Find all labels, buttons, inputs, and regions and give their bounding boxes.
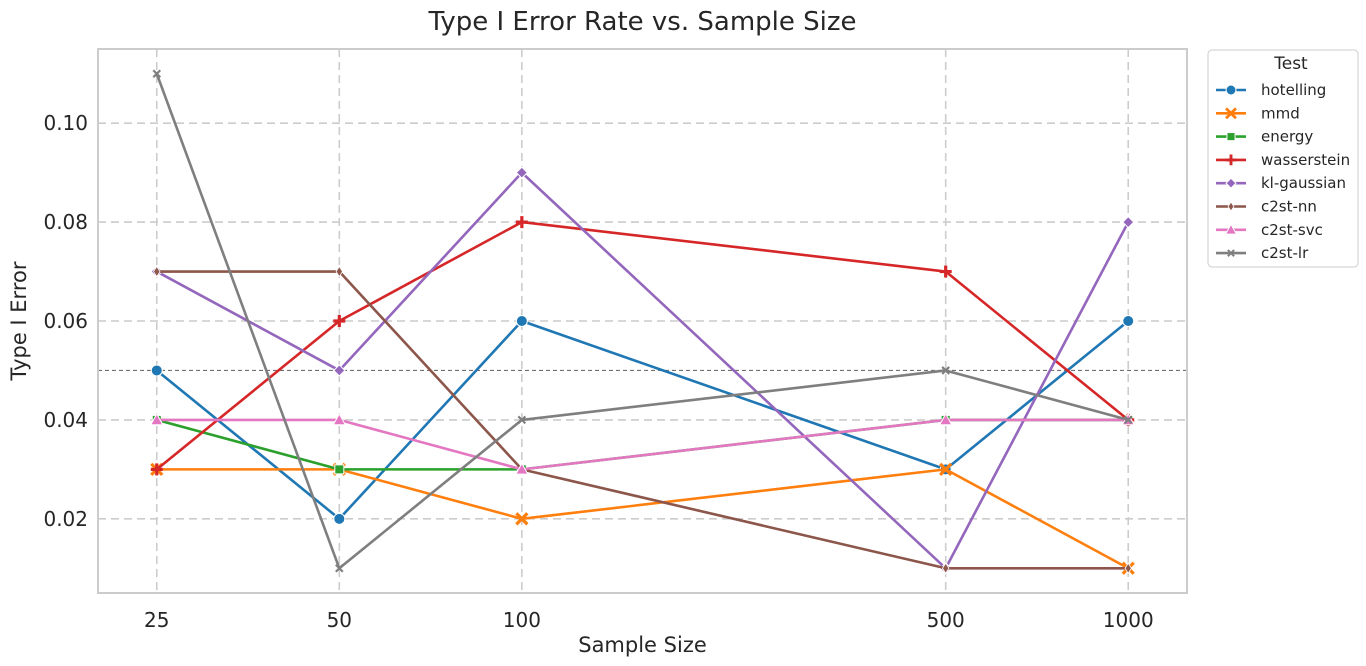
marker-x bbox=[939, 462, 953, 476]
series-energy bbox=[151, 414, 1134, 475]
x-tick-label: 1000 bbox=[1103, 608, 1154, 632]
marker-plus bbox=[1225, 154, 1237, 166]
marker-diamond bbox=[1225, 177, 1237, 189]
marker-x-small bbox=[1123, 415, 1133, 425]
x-tick-label: 100 bbox=[503, 608, 541, 632]
marker-plus bbox=[515, 216, 528, 229]
marker-triangle bbox=[514, 462, 529, 475]
marker-circle bbox=[150, 364, 163, 377]
plot-frame bbox=[97, 48, 1188, 594]
x-axis-label: Sample Size bbox=[578, 633, 707, 657]
marker-diamond bbox=[515, 166, 529, 179]
legend-items: hotelling mmd energy wasserstein kl-gaussian… bbox=[1216, 81, 1350, 262]
y-tick-label: 0.10 bbox=[43, 111, 88, 135]
marker-triangle bbox=[1224, 223, 1238, 235]
legend-item: c2st-nn bbox=[1216, 198, 1317, 216]
legend-item: energy bbox=[1216, 128, 1313, 146]
legend-item: c2st-lr bbox=[1216, 244, 1309, 262]
marker-x-small bbox=[1227, 249, 1235, 257]
legend-label: c2st-svc bbox=[1261, 221, 1323, 239]
series-line bbox=[156, 418, 1129, 471]
series-c2st-lr bbox=[152, 69, 1133, 573]
marker-circle bbox=[1122, 315, 1135, 327]
marker-thin-diamond bbox=[1227, 201, 1235, 212]
series-group bbox=[149, 69, 1136, 575]
legend-label: energy bbox=[1261, 128, 1313, 146]
series-c2st-svc bbox=[149, 412, 1136, 475]
marker-diamond bbox=[1122, 215, 1135, 229]
legend-item: wasserstein bbox=[1216, 151, 1350, 169]
marker-plus bbox=[333, 315, 346, 327]
marker-thin-diamond bbox=[335, 265, 343, 278]
marker-x bbox=[515, 512, 529, 526]
marker-plus bbox=[150, 463, 163, 476]
marker-x-small bbox=[517, 415, 527, 425]
legend-item: hotelling bbox=[1216, 81, 1326, 99]
series-kl-gaussian bbox=[150, 166, 1135, 575]
legend-box bbox=[1207, 49, 1359, 268]
y-axis-label: Type I Error bbox=[7, 261, 31, 381]
marker-thin-diamond bbox=[1124, 562, 1132, 575]
legend-label: hotelling bbox=[1261, 81, 1326, 99]
marker-square bbox=[1226, 132, 1236, 142]
x-tick-label: 500 bbox=[927, 608, 965, 632]
marker-triangle bbox=[332, 412, 347, 426]
y-tick-label: 0.04 bbox=[43, 408, 88, 432]
series-line bbox=[156, 418, 1129, 471]
legend-item: kl-gaussian bbox=[1216, 174, 1346, 192]
marker-square bbox=[334, 464, 345, 475]
y-tick-label: 0.06 bbox=[43, 309, 88, 333]
marker-x-small bbox=[335, 563, 344, 573]
marker-circle bbox=[333, 512, 346, 525]
legend-label: c2st-nn bbox=[1261, 198, 1317, 216]
marker-circle bbox=[515, 315, 528, 327]
marker-circle bbox=[1225, 84, 1237, 96]
marker-plus bbox=[939, 265, 952, 278]
marker-triangle bbox=[149, 412, 164, 426]
marker-diamond bbox=[333, 364, 346, 377]
legend-label: kl-gaussian bbox=[1261, 174, 1346, 192]
x-ticks: 25 50 100 500 1000 bbox=[144, 608, 1154, 632]
marker-thin-diamond bbox=[942, 562, 950, 575]
marker-x-small bbox=[152, 69, 162, 79]
x-tick-label: 25 bbox=[144, 608, 169, 632]
y-ticks: 0.02 0.04 0.06 0.08 0.10 bbox=[43, 111, 88, 531]
series-wasserstein bbox=[150, 216, 1135, 476]
legend-item: c2st-svc bbox=[1216, 221, 1323, 239]
marker-triangle bbox=[938, 412, 953, 426]
legend-label: wasserstein bbox=[1261, 151, 1350, 169]
chart-title: Type I Error Rate vs. Sample Size bbox=[427, 7, 856, 37]
y-tick-label: 0.02 bbox=[43, 507, 88, 531]
legend-label: mmd bbox=[1261, 104, 1300, 122]
y-tick-label: 0.08 bbox=[43, 210, 88, 234]
marker-thin-diamond bbox=[153, 265, 161, 278]
legend: Test hotelling mmd energy wasserstein kl-gau… bbox=[1207, 49, 1359, 268]
series-line bbox=[155, 220, 1130, 471]
marker-x-small bbox=[941, 366, 950, 375]
legend-item: mmd bbox=[1216, 104, 1300, 122]
marker-x bbox=[1225, 107, 1237, 120]
x-tick-label: 50 bbox=[327, 608, 352, 632]
legend-label: c2st-lr bbox=[1261, 244, 1309, 262]
legend-title: Test bbox=[1273, 54, 1308, 74]
